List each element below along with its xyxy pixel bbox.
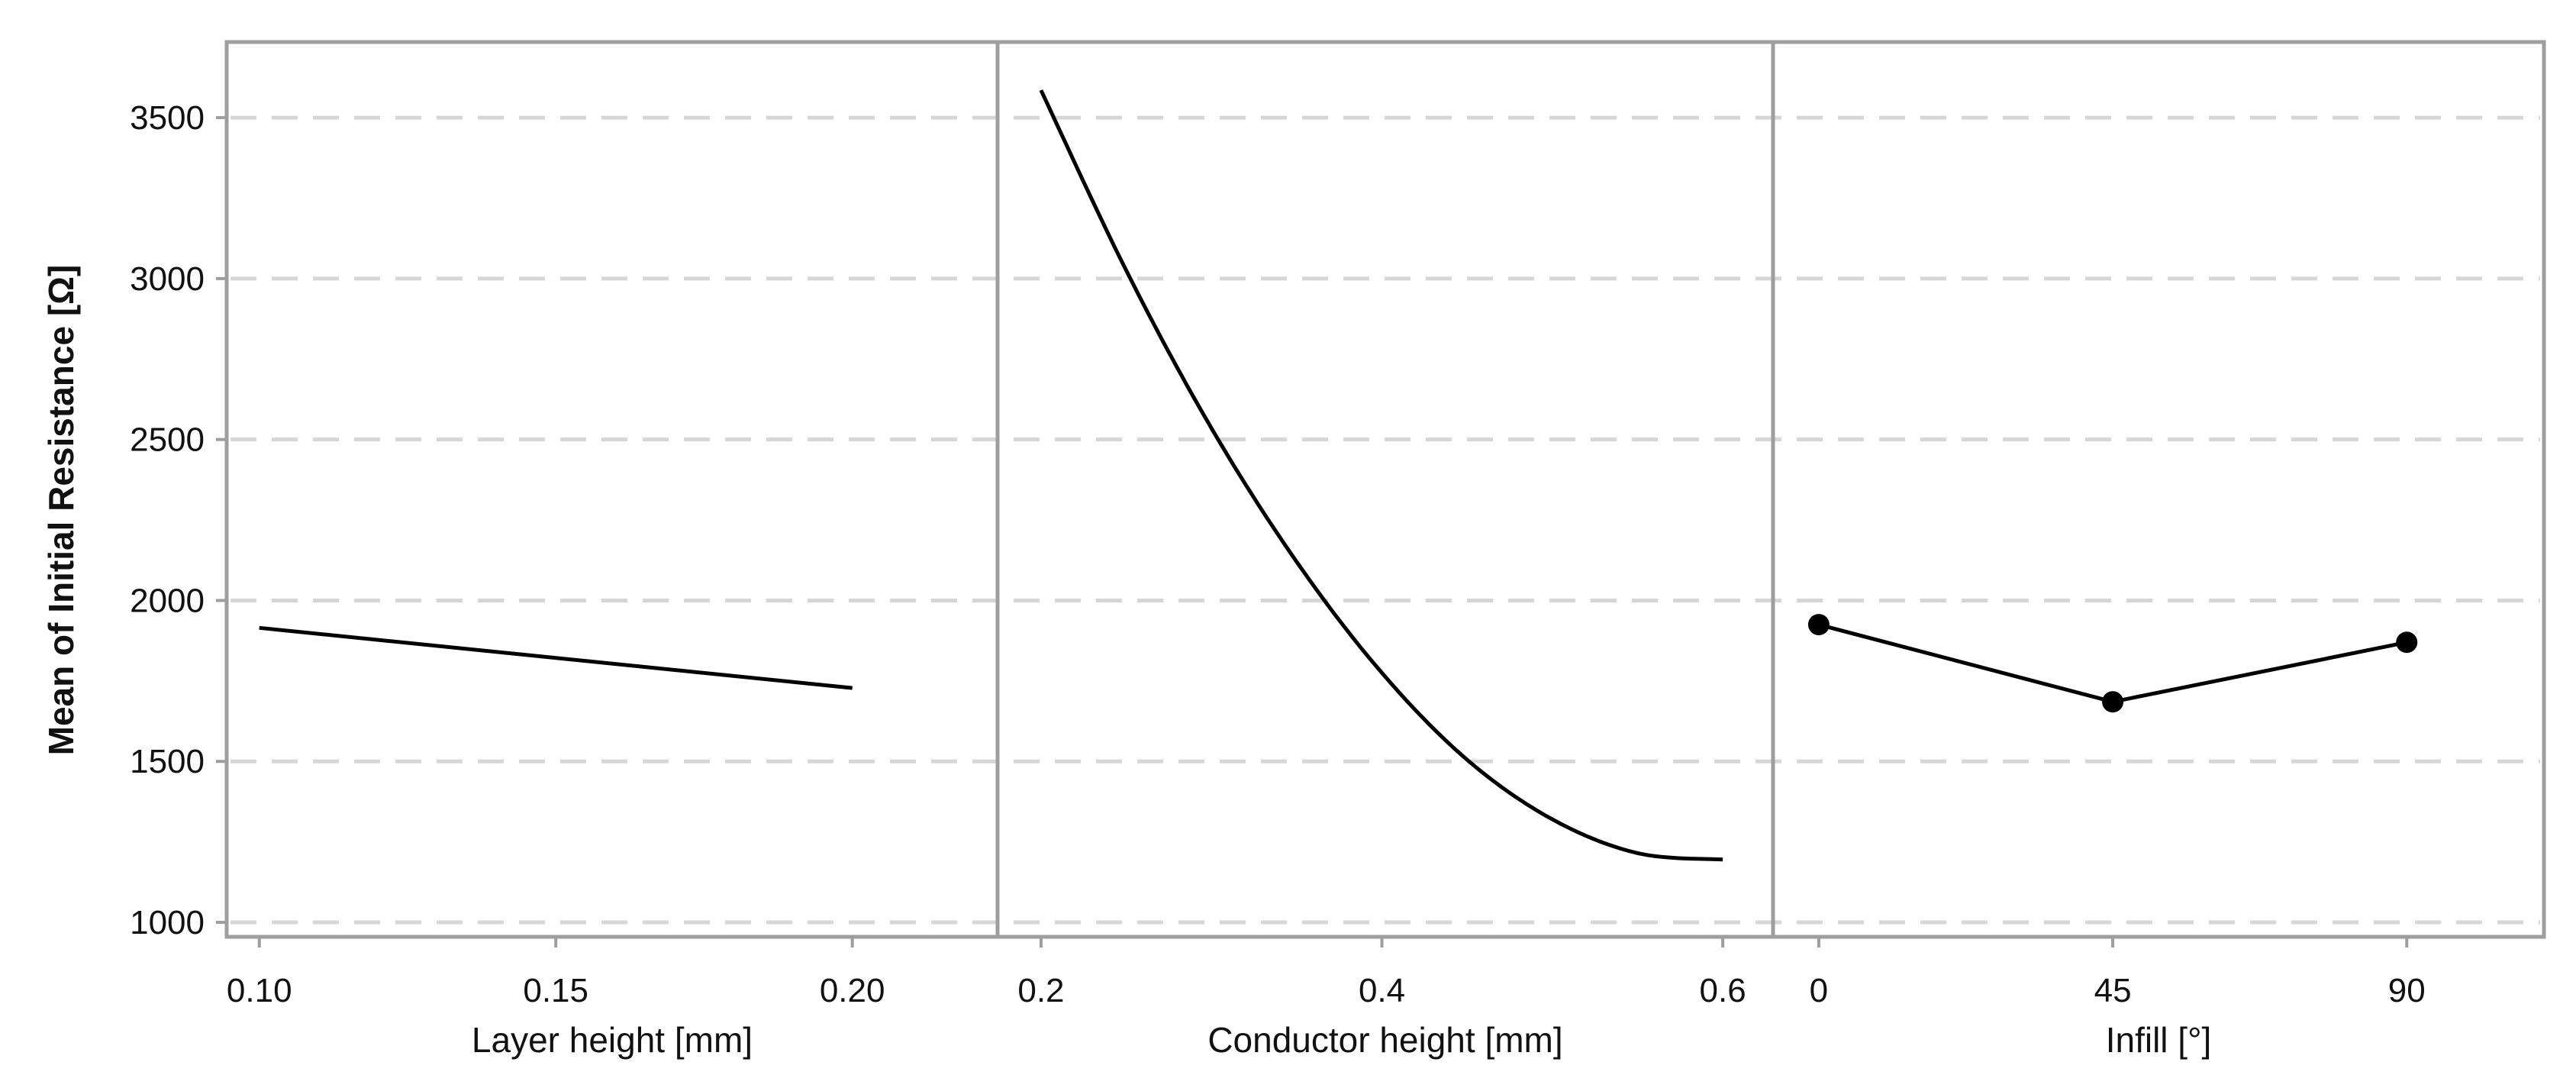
conductor-height-x-axis-title: Conductor height [mm] xyxy=(1207,1020,1562,1060)
conductor-height-series-line xyxy=(1039,89,1723,862)
y-tick-label: 2500 xyxy=(130,421,205,459)
layer-height-series-line xyxy=(259,625,853,690)
infill-x-tick-label: 45 xyxy=(2094,972,2132,1009)
infill-series-line xyxy=(1818,622,2407,704)
infill-data-point xyxy=(1807,614,1830,636)
infill-x-tick-label: 0 xyxy=(1810,972,1828,1009)
grid-layer xyxy=(231,115,2540,925)
tick-layer xyxy=(216,116,2409,948)
y-tick-label: 3000 xyxy=(130,260,205,298)
frame-layer xyxy=(224,40,2546,939)
layer-height-x-tick-label: 0.20 xyxy=(820,972,885,1009)
y-tick-label: 3500 xyxy=(130,99,205,137)
layer-height-x-tick-label: 0.15 xyxy=(523,972,588,1009)
y-tick-label: 1000 xyxy=(130,904,205,941)
plot-frame xyxy=(224,40,2546,939)
infill-data-point xyxy=(2396,631,2418,654)
infill-data-point xyxy=(2102,691,2124,713)
conductor-height-x-tick-label: 0.4 xyxy=(1359,972,1405,1009)
y-axis-title: Mean of Initial Resistance [Ω] xyxy=(41,265,81,756)
infill-x-axis-title: Infill [°] xyxy=(2106,1020,2212,1060)
y-tick-label: 1500 xyxy=(130,743,205,780)
conductor-height-x-tick-label: 0.6 xyxy=(1700,972,1746,1009)
layer-height-x-tick-label: 0.10 xyxy=(227,972,292,1009)
series-layer xyxy=(259,89,2418,862)
y-tick-label: 2000 xyxy=(130,582,205,619)
infill-x-tick-label: 90 xyxy=(2388,972,2426,1009)
layer-height-x-axis-title: Layer height [mm] xyxy=(472,1020,753,1060)
conductor-height-x-tick-label: 0.2 xyxy=(1017,972,1064,1009)
